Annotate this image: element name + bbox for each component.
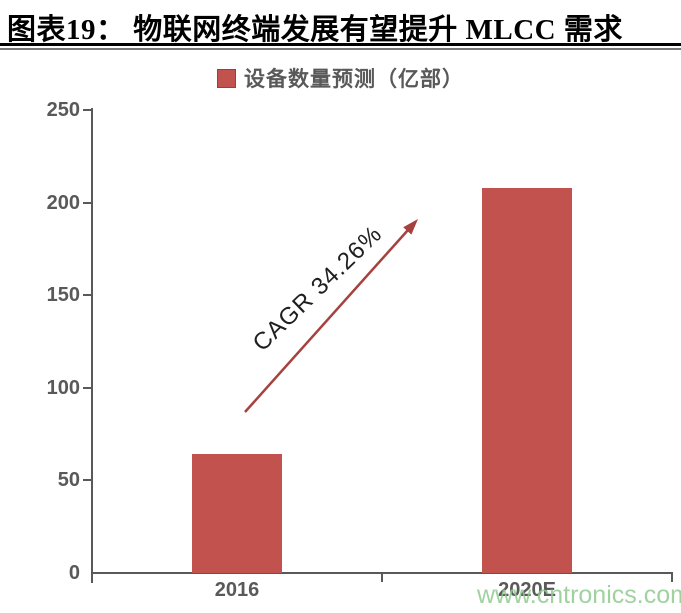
y-axis-tick-mark <box>83 294 92 297</box>
y-axis-tick-mark <box>83 109 92 111</box>
x-axis-tick-mark <box>671 573 673 582</box>
y-axis-tick-mark <box>83 479 92 482</box>
title-rule-thick <box>0 43 681 46</box>
bar-2016 <box>192 454 282 573</box>
x-axis-tick-mark <box>381 573 383 582</box>
y-axis-tick-label: 200 <box>46 191 80 214</box>
y-axis-line <box>91 108 93 583</box>
y-axis-tick-mark <box>83 386 92 389</box>
bar-2020E <box>482 187 572 573</box>
x-axis-tick-label: 2016 <box>214 579 260 601</box>
y-axis-tick-label: 50 <box>57 469 80 492</box>
y-axis-tick-label: 150 <box>46 284 80 307</box>
y-axis-tick-label: 100 <box>46 376 80 399</box>
legend-swatch-icon <box>217 68 236 88</box>
title-rule-thin <box>0 48 681 50</box>
legend-label: 设备数量预测（亿部） <box>244 68 464 91</box>
chart-legend: 设备数量预测（亿部） <box>0 63 681 93</box>
x-axis-tick-label: 2020E <box>498 579 556 601</box>
figure-title: 图表19： 物联网终端发展有望提升 MLCC 需求 <box>7 14 623 46</box>
y-axis-tick-label: 0 <box>68 562 80 584</box>
y-axis-tick-label: 250 <box>46 99 80 121</box>
y-axis-tick-mark <box>83 201 92 204</box>
watermark: www.cntronics.com <box>477 581 681 609</box>
